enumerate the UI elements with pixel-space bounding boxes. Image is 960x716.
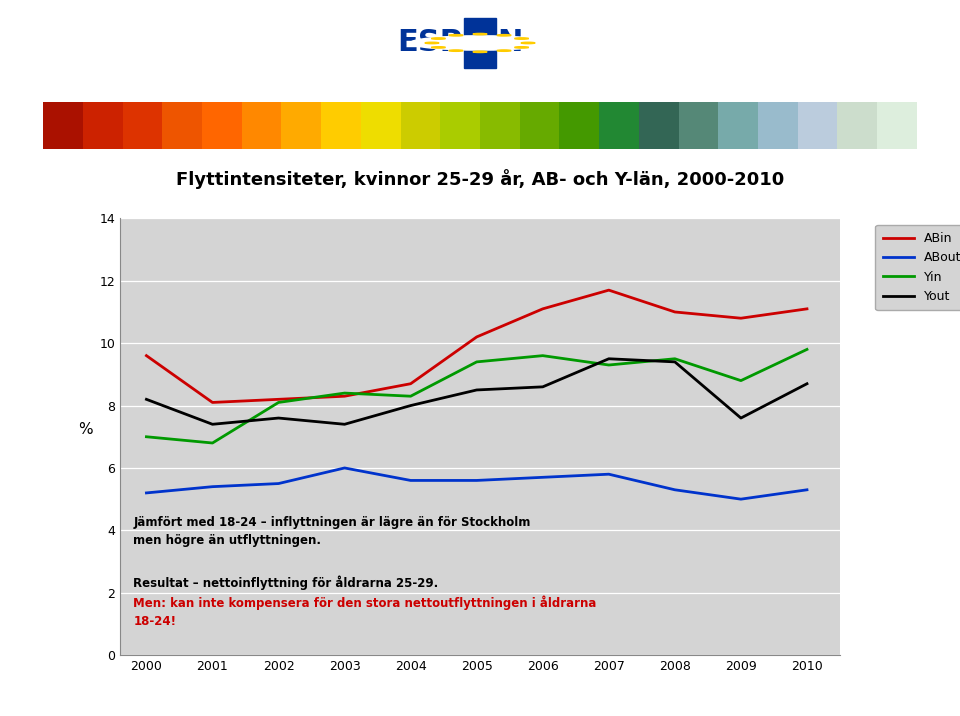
Bar — [400, 102, 441, 149]
Bar — [877, 102, 917, 149]
Bar — [679, 102, 718, 149]
Bar — [465, 18, 495, 68]
Bar — [599, 102, 638, 149]
Text: Men: kan inte kompensera för den stora nettoutflyttningen i åldrarna
18-24!: Men: kan inte kompensera för den stora n… — [133, 596, 596, 629]
Circle shape — [515, 38, 529, 39]
Text: Flyttintensiteter, kvinnor 25-29 år, AB- och Y-län, 2000-2010: Flyttintensiteter, kvinnor 25-29 år, AB-… — [176, 170, 784, 189]
Circle shape — [410, 36, 550, 50]
Bar — [837, 102, 877, 149]
Circle shape — [449, 34, 463, 36]
Text: N: N — [497, 29, 523, 57]
Text: Jämfört med 18-24 – inflyttningen är lägre än för Stockholm
men högre än utflytt: Jämfört med 18-24 – inflyttningen är läg… — [133, 516, 531, 547]
Circle shape — [473, 34, 487, 35]
Bar — [43, 102, 83, 149]
Bar — [798, 102, 837, 149]
Bar — [718, 102, 758, 149]
Circle shape — [515, 47, 529, 48]
Circle shape — [521, 42, 535, 44]
Bar — [83, 102, 123, 149]
Text: Resultat – nettoinflyttning för åldrarna 25-29.: Resultat – nettoinflyttning för åldrarna… — [133, 576, 439, 590]
Circle shape — [449, 50, 463, 52]
Y-axis label: %: % — [78, 422, 93, 437]
Bar — [281, 102, 322, 149]
Bar — [758, 102, 798, 149]
Circle shape — [473, 51, 487, 52]
Bar — [242, 102, 281, 149]
Bar — [162, 102, 202, 149]
Bar — [441, 102, 480, 149]
Bar — [123, 102, 162, 149]
Bar — [638, 102, 679, 149]
Circle shape — [431, 47, 445, 48]
Bar — [480, 102, 519, 149]
Bar — [202, 102, 242, 149]
Circle shape — [497, 50, 511, 52]
Bar — [519, 102, 560, 149]
Bar — [361, 102, 400, 149]
Circle shape — [425, 42, 439, 44]
Legend: ABin, ABout, Yin, Yout: ABin, ABout, Yin, Yout — [876, 225, 960, 310]
Text: ESP: ESP — [397, 29, 463, 57]
Bar — [322, 102, 361, 149]
Circle shape — [497, 34, 511, 36]
Bar — [560, 102, 599, 149]
Circle shape — [431, 38, 445, 39]
